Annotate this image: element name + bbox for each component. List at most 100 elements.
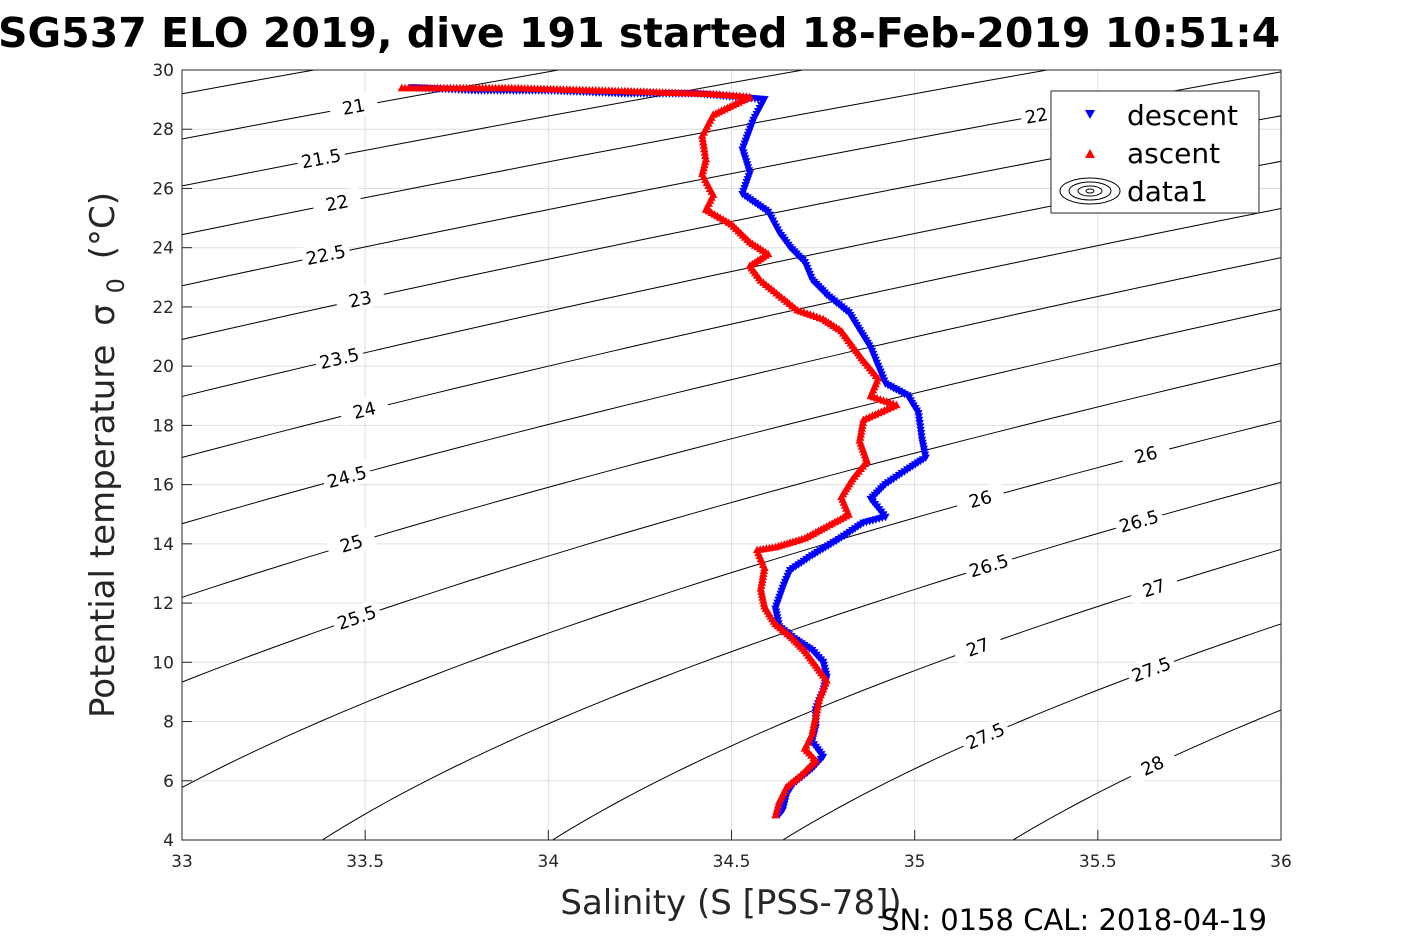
contour-label-bg: [1112, 503, 1165, 538]
legend-data1-label: data1: [1127, 175, 1208, 208]
x-axis-label: Salinity (S [PSS-78]): [560, 883, 901, 923]
contour-label-bg: [1119, 437, 1172, 471]
y-axis-label-unit: (°C): [83, 192, 123, 259]
ascent-point: [699, 137, 708, 146]
contour-label-bg: [325, 525, 378, 561]
ascent-point: [814, 696, 823, 705]
ascent-point: [759, 566, 769, 574]
contour-line: [182, 257, 1281, 525]
contour-line: [182, 71, 1281, 287]
ascent-point: [808, 726, 817, 734]
ascent-point: [758, 575, 767, 583]
legend: descent ascent data1: [1050, 90, 1260, 214]
y-axis-label-symbol: σ: [83, 304, 123, 326]
chart-title: SG537 ELO 2019, dive 191 started 18-Feb-…: [0, 9, 1280, 57]
ascent-point: [857, 424, 866, 432]
contour-label-bg: [313, 341, 366, 374]
y-axis-label-text: Potential temperature: [83, 345, 123, 718]
ascent-point: [757, 578, 767, 586]
x-tick-label: 34: [538, 852, 560, 872]
legend-box: [1050, 90, 1260, 214]
ascent-point: [759, 569, 768, 577]
ascent-point: [701, 151, 710, 159]
ascent-point: [757, 581, 766, 589]
y-tick-label: 26: [152, 179, 174, 199]
ascent-point: [698, 134, 707, 142]
ascent-point: [856, 433, 865, 441]
y-tick-label: 8: [163, 713, 174, 733]
ascent-point: [857, 427, 866, 435]
contour-label-bg: [338, 393, 391, 427]
contour-label: 22: [324, 191, 351, 216]
legend-descent-label: descent: [1127, 99, 1238, 132]
y-tick-label: 30: [152, 61, 174, 81]
contour-line: [182, 362, 1281, 683]
contour-label-bg: [334, 282, 386, 315]
ascent-point: [757, 590, 767, 598]
y-tick-label: 16: [152, 476, 174, 496]
ascent-point: [858, 418, 868, 426]
ascent-point: [698, 131, 707, 139]
x-tick-label: 35.5: [1079, 852, 1117, 872]
contour-label-bg: [951, 628, 1004, 665]
contour-label: 21: [341, 95, 367, 120]
ascent-point: [858, 421, 867, 429]
contour-label-bg: [311, 186, 363, 218]
ascent-point: [771, 810, 780, 819]
ascent-series: [397, 83, 901, 819]
contour-line: [182, 308, 1281, 598]
contour-label-bg: [1125, 744, 1179, 786]
x-axis-ticks: 33 33.5 34 34.5 35 35.5 36: [171, 830, 1292, 872]
contour-line: [182, 70, 1051, 236]
contour-label-bg: [295, 142, 347, 174]
y-axis-label: Potential temperature σ 0 (°C): [83, 192, 133, 718]
x-tick-label: 36: [1270, 852, 1292, 872]
ascent-point: [757, 587, 766, 595]
legend-ascent-marker: [1085, 149, 1095, 158]
y-tick-label: 10: [152, 653, 174, 673]
contour-label-bg: [962, 547, 1015, 583]
contour-label: 23: [347, 287, 374, 312]
x-tick-label: 35: [904, 852, 926, 872]
ascent-point: [815, 693, 824, 702]
contour-label-bg: [1124, 650, 1178, 688]
contour-label-bg: [299, 238, 352, 270]
sensor-info: SN: 0158 CAL: 2018-04-19: [881, 903, 1267, 937]
y-tick-label: 4: [163, 831, 174, 851]
contour-label-bg: [958, 715, 1012, 756]
contour-line: [551, 548, 1281, 840]
y-tick-label: 22: [152, 298, 174, 318]
ascent-point: [859, 415, 868, 423]
contour-line: [182, 208, 1281, 458]
y-axis-ticks: 4 6 8 10 12 14 16 18 20 22 24 26 28 30: [152, 61, 192, 851]
ascent-point: [700, 148, 709, 156]
y-tick-label: 20: [152, 357, 174, 377]
y-tick-label: 14: [152, 535, 174, 555]
contour-line: [182, 115, 1281, 340]
x-tick-label: 34.5: [713, 852, 751, 872]
ascent-point: [758, 572, 768, 580]
y-tick-label: 28: [152, 120, 174, 140]
legend-ascent-label: ascent: [1127, 137, 1220, 170]
ascent-point: [699, 141, 708, 149]
contour-line: [321, 481, 1281, 840]
y-tick-label: 12: [152, 594, 174, 614]
legend-descent-marker: [1085, 110, 1095, 119]
y-axis-label-subscript: 0: [102, 278, 130, 293]
ascent-point: [760, 563, 769, 571]
y-tick-label: 18: [152, 416, 174, 436]
ascent-point: [810, 717, 819, 725]
y-tick-label: 24: [152, 239, 174, 259]
x-tick-label: 33.5: [346, 852, 384, 872]
contour-line: [781, 623, 1281, 840]
ascent-point: [809, 720, 819, 728]
contour-label-bg: [327, 90, 380, 122]
legend-contour-icon: [1059, 177, 1121, 205]
contour-label-bg: [330, 598, 383, 636]
x-tick-label: 33: [171, 852, 193, 872]
y-axis-label-group: Potential temperature σ 0 (°C): [83, 192, 133, 718]
y-tick-label: 6: [163, 772, 174, 792]
contour-label-bg: [954, 481, 1007, 516]
contour-label-bg: [1127, 569, 1180, 606]
